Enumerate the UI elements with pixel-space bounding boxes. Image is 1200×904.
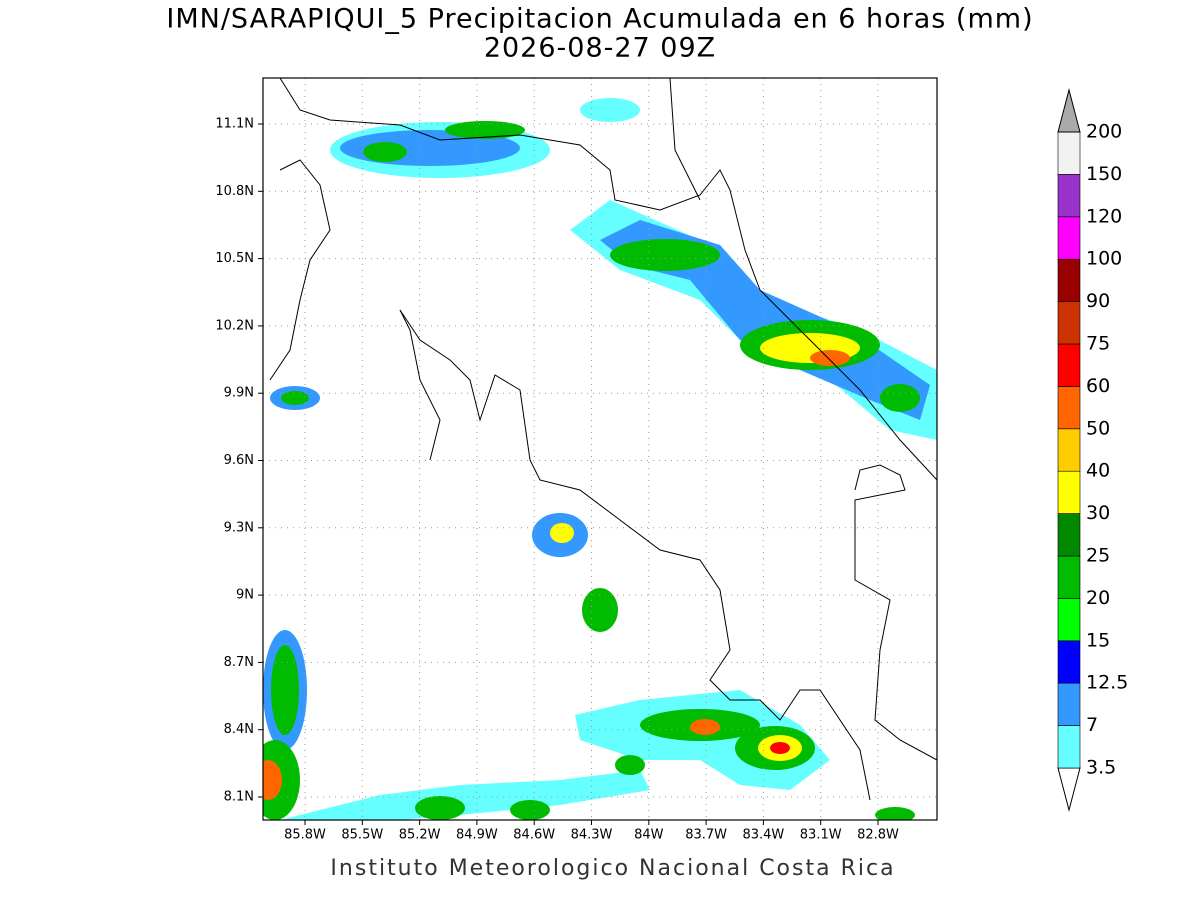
colorbar-box [1057, 513, 1081, 557]
lat-tick-label: 10.5N [215, 251, 254, 266]
colorbar-label: 40 [1086, 460, 1110, 482]
lat-tick-label: 9.9N [224, 386, 254, 401]
colorbar-label: 50 [1086, 417, 1110, 439]
precip-area [875, 807, 915, 820]
lon-tick-label: 83.1W [800, 828, 842, 843]
colorbar-label: 15 [1086, 629, 1110, 651]
coastline [279, 78, 937, 481]
precip-area [363, 142, 407, 162]
precip-area [810, 350, 850, 366]
map-frame [262, 77, 938, 821]
footer: Instituto Meteorologico Nacional Costa R… [330, 856, 895, 881]
coastline [399, 309, 441, 461]
colorbar-label: 7 [1086, 714, 1098, 736]
lon-tick-label: 84.9W [456, 828, 498, 843]
colorbar-box [1057, 682, 1081, 726]
precip-area [615, 755, 645, 775]
lon-tick-label: 84.3W [571, 828, 613, 843]
colorbar-box [1057, 301, 1081, 345]
colorbar-label: 12.5 [1086, 672, 1128, 694]
lat-tick-label: 10.8N [215, 184, 254, 199]
precip-area [281, 391, 309, 405]
grid: 11.1N 10.8N 10.5N 10.2N 9.9N 9.6N 9.3N 9N 8.7N 8.… [215, 78, 937, 843]
colorbar-box [1057, 386, 1081, 430]
colorbar-box [1057, 640, 1081, 684]
precip-area [271, 645, 299, 735]
lat-tick-label: 8.1N [224, 790, 254, 805]
colorbar: 3.5 7 12.5 15 20 25 30 40 50 60 75 90 100 120 150 200 [1057, 88, 1128, 812]
lat-tick-label: 9N [236, 588, 254, 603]
colorbar-label: 100 [1086, 248, 1122, 270]
colorbar-box [1057, 258, 1081, 302]
lon-tick-label: 82.8W [857, 828, 899, 843]
subtitle: 2026-08-27 09Z [484, 33, 716, 64]
precip-area [263, 760, 282, 800]
lat-tick-label: 8.7N [224, 655, 254, 670]
colorbar-box [1057, 598, 1081, 642]
border [669, 78, 701, 201]
colorbar-label: 3.5 [1086, 757, 1116, 779]
precipitation-field [263, 98, 937, 820]
precip-area [610, 239, 720, 271]
colorbar-label: 120 [1086, 205, 1122, 227]
colorbar-label: 20 [1086, 587, 1110, 609]
border [854, 464, 937, 761]
lon-tick-label: 85.2W [399, 828, 441, 843]
colorbar-box [1057, 428, 1081, 472]
lat-tick-label: 10.2N [215, 318, 254, 333]
lon-tick-label: 85.5W [341, 828, 383, 843]
precip-area [582, 588, 618, 632]
colorbar-label: 25 [1086, 545, 1110, 567]
lat-tick-label: 11.1N [215, 117, 254, 132]
precip-area [690, 719, 720, 735]
colorbar-box [1057, 343, 1081, 387]
precip-area [280, 770, 650, 820]
precip-area [445, 121, 525, 139]
precip-area [880, 384, 920, 412]
precip-area [550, 523, 574, 543]
precip-area [415, 796, 465, 820]
lon-tick-label: 85.8W [284, 828, 326, 843]
colorbar-label: 75 [1086, 333, 1110, 355]
lat-tick-label: 9.6N [224, 453, 254, 468]
colorbar-label: 150 [1086, 163, 1122, 185]
colorbar-label: 60 [1086, 375, 1110, 397]
coastline [399, 309, 871, 801]
colorbar-box [1057, 174, 1081, 218]
lat-tick-label: 8.4N [224, 722, 254, 737]
colorbar-box [1057, 470, 1081, 514]
colorbar-label: 30 [1086, 502, 1110, 524]
colorbar-above [1057, 88, 1081, 133]
colorbar-label: 200 [1086, 121, 1122, 143]
coastlines [269, 78, 937, 801]
colorbar-box [1057, 216, 1081, 260]
precip-area [770, 742, 790, 754]
precip-area [510, 800, 550, 820]
colorbar-below [1057, 767, 1081, 812]
coastline [269, 159, 331, 381]
precip-area [580, 98, 640, 122]
colorbar-box [1057, 131, 1081, 175]
lon-tick-label: 84W [634, 828, 664, 843]
lat-tick-label: 9.3N [224, 520, 254, 535]
lon-tick-label: 84.6W [513, 828, 555, 843]
colorbar-box [1057, 725, 1081, 769]
lon-tick-label: 83.4W [742, 828, 784, 843]
colorbar-label: 90 [1086, 290, 1110, 312]
lon-tick-label: 83.7W [685, 828, 727, 843]
title: IMN/SARAPIQUI_5 Precipitacion Acumulada … [166, 4, 1033, 35]
colorbar-box [1057, 555, 1081, 599]
